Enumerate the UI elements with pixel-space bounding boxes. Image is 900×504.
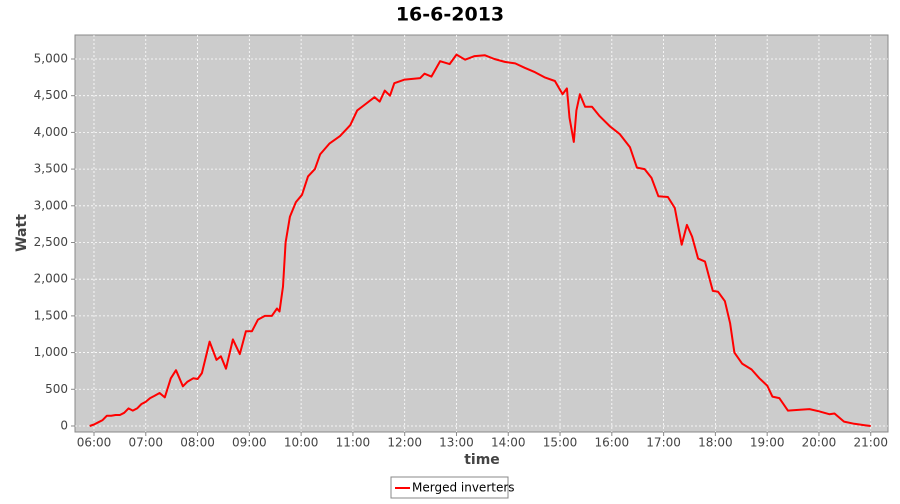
- x-tick-label: 20:00: [802, 436, 837, 450]
- x-tick-label: 14:00: [491, 436, 526, 450]
- x-tick-label: 07:00: [128, 436, 163, 450]
- y-tick-label: 1,000: [34, 345, 68, 359]
- x-tick-label: 21:00: [853, 436, 888, 450]
- x-tick-label: 09:00: [232, 436, 267, 450]
- x-tick-label: 13:00: [439, 436, 474, 450]
- chart-title: 16-6-2013: [396, 4, 504, 26]
- x-tick-label: 12:00: [387, 436, 422, 450]
- y-tick-label: 1,500: [34, 308, 68, 322]
- legend: [390, 476, 509, 499]
- x-tick-label: 06:00: [77, 436, 112, 450]
- plot-area: [74, 34, 889, 433]
- x-tick-label: 17:00: [646, 436, 681, 450]
- y-axis-label: Watt: [14, 214, 30, 252]
- y-tick-label: 4,500: [34, 88, 68, 102]
- x-axis-label: time: [464, 452, 500, 468]
- x-tick-label: 15:00: [543, 436, 578, 450]
- y-tick-label: 3,500: [34, 162, 68, 176]
- legend-label: Merged inverters: [412, 481, 515, 495]
- y-tick-label: 2,500: [34, 235, 68, 249]
- y-tick-label: 2,000: [34, 272, 68, 286]
- y-tick-label: 3,000: [34, 198, 68, 212]
- data-line: [89, 53, 871, 427]
- x-tick-label: 08:00: [180, 436, 215, 450]
- y-tick-label: 4,000: [34, 125, 68, 139]
- x-tick-label: 11:00: [336, 436, 371, 450]
- x-tick-label: 10:00: [284, 436, 319, 450]
- y-tick-label: 0: [60, 418, 68, 432]
- y-tick-label: 500: [45, 382, 68, 396]
- x-tick-label: 16:00: [595, 436, 630, 450]
- x-tick-label: 19:00: [750, 436, 785, 450]
- y-tick-label: 5,000: [34, 52, 68, 66]
- x-tick-label: 18:00: [698, 436, 733, 450]
